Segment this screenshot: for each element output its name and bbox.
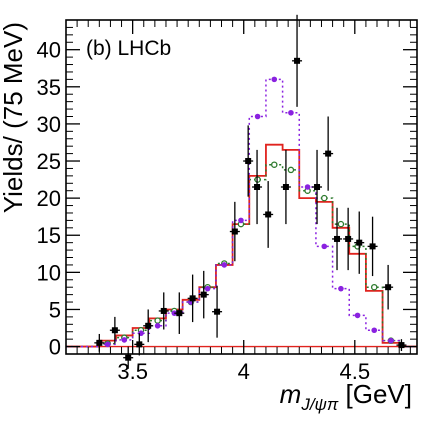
series-marker — [287, 166, 295, 174]
data-point — [334, 235, 341, 242]
y-tick-label: 0 — [49, 335, 61, 360]
x-axis-label-main: m — [280, 379, 302, 409]
data-point — [136, 341, 143, 348]
data-point — [254, 184, 261, 190]
series-line-2 — [66, 78, 417, 348]
series-marker — [204, 285, 211, 292]
y-tick-label: 25 — [37, 149, 61, 174]
data-point — [231, 228, 238, 235]
series-marker — [388, 337, 394, 344]
series-marker — [337, 220, 345, 228]
x-axis-label-unit: [GeV] — [338, 379, 412, 409]
series-marker — [371, 327, 378, 334]
series-1 — [66, 161, 417, 348]
x-axis-label: mJ/ψπ [GeV] — [280, 379, 412, 414]
data-point — [282, 184, 289, 190]
plot-area — [66, 14, 417, 369]
series-marker — [104, 341, 111, 348]
y-tick-label: 20 — [37, 186, 61, 211]
data-point — [125, 354, 132, 361]
axis-ticks: 3.5 4 4.5 0 5 10 15 20 25 30 35 40 — [37, 19, 417, 384]
data-point — [200, 291, 207, 298]
series-marker — [370, 283, 378, 291]
series-marker — [221, 262, 228, 268]
data-point — [245, 158, 252, 165]
series-marker — [288, 109, 294, 116]
data-point — [176, 310, 183, 317]
data-point — [189, 295, 196, 302]
series-marker — [254, 113, 261, 120]
data-point — [325, 150, 332, 157]
y-tick-label: 10 — [37, 260, 61, 285]
series-marker — [154, 317, 161, 324]
data-point — [345, 235, 352, 242]
data-point — [385, 284, 392, 291]
data-point — [214, 308, 221, 315]
data-point — [398, 342, 405, 349]
data-point — [160, 307, 167, 314]
y-tick-label: 40 — [37, 38, 61, 63]
data-point — [294, 57, 301, 64]
plot-frame — [65, 19, 418, 355]
panel-label: (b) LHCb — [86, 37, 171, 60]
series-marker — [354, 312, 361, 319]
series-marker — [338, 285, 344, 292]
data-point — [265, 211, 272, 218]
y-tick-label: 15 — [37, 223, 61, 248]
data-points — [94, 14, 407, 369]
series-marker — [321, 194, 328, 202]
data-point — [145, 322, 152, 329]
x-tick-label: 3.5 — [117, 359, 148, 384]
data-point — [356, 239, 363, 246]
y-axis-label: Yields/ (75 MeV) — [0, 22, 28, 213]
y-tick-label: 5 — [49, 297, 61, 322]
series-marker — [238, 217, 244, 224]
series-2 — [66, 76, 417, 348]
series-marker — [271, 76, 278, 83]
data-point — [369, 243, 376, 250]
x-tick-label: 4 — [238, 359, 250, 384]
data-point — [96, 339, 103, 346]
series-marker — [304, 184, 311, 190]
x-tick-label: 4.5 — [340, 359, 371, 384]
series-marker — [271, 161, 278, 168]
series-marker — [154, 322, 161, 329]
y-tick-label: 35 — [37, 75, 61, 100]
series-marker — [121, 337, 128, 343]
data-point — [314, 184, 321, 190]
series-marker — [321, 243, 328, 250]
y-tick-label: 30 — [37, 112, 61, 137]
x-axis-label-subscript: J/ψπ — [300, 395, 339, 414]
series-line-1 — [66, 163, 417, 348]
data-point — [111, 327, 118, 334]
